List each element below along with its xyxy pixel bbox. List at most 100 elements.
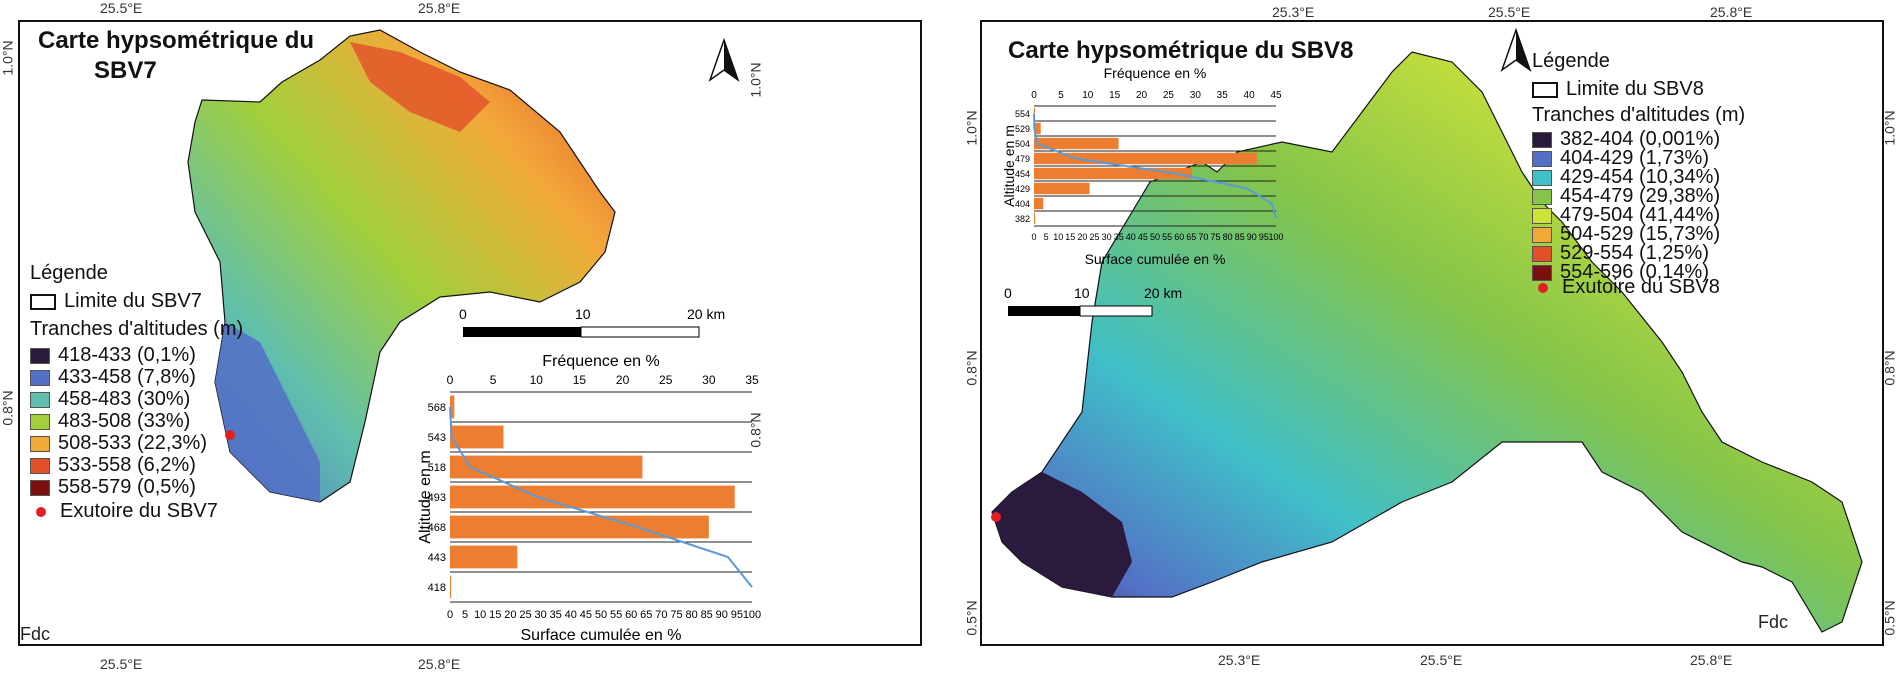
sbv7-outlet-marker — [225, 430, 235, 440]
frequency-bar — [1034, 152, 1257, 165]
bottom-tick-label: 60 — [625, 609, 637, 621]
map-title-line1: Carte hypsométrique du — [38, 27, 315, 54]
legend-class-label: 533-558 (6,2%) — [58, 454, 196, 476]
frequency-bar — [450, 545, 518, 569]
bottom-tick-label: 80 — [1223, 232, 1233, 242]
fdc-label: Fdc — [1758, 612, 1789, 632]
category-label: 568 — [428, 402, 446, 414]
legend-class-label: 433-458 (7,8%) — [58, 366, 196, 388]
bottom-tick-label: 20 — [504, 609, 516, 621]
top-tick-label: 45 — [1270, 90, 1282, 101]
map-title-line2: SBV7 — [94, 57, 157, 84]
coord-left-bottom: 0.8°N — [0, 390, 16, 426]
legend-class-label: 554-596 (0,14%) — [1560, 261, 1709, 283]
north-arrow-icon — [708, 37, 740, 82]
category-label: 543 — [428, 432, 446, 444]
legend-class-label: 504-529 (15,73%) — [1560, 223, 1721, 245]
legend-swatch — [1532, 226, 1552, 243]
legend-class-label: 508-533 (22,3%) — [58, 432, 207, 454]
bottom-tick-label: 40 — [1126, 232, 1136, 242]
legend-swatch — [1532, 150, 1552, 167]
bottom-tick-label: 40 — [565, 609, 577, 621]
bottom-tick-label: 65 — [1186, 232, 1196, 242]
legend-class-item: 382-404 (0,001%) — [1532, 128, 1720, 151]
map-panel-sbv8: 0 10 20 km Fréquence en % Surface cumulée… — [980, 20, 1884, 646]
bottom-tick-label: 30 — [534, 609, 546, 621]
legend-swatch — [1532, 131, 1552, 148]
sbv8-outlet-marker — [991, 512, 1001, 522]
top-tick-label: 40 — [1244, 90, 1256, 101]
legend-swatch — [30, 391, 50, 408]
legend-swatch — [30, 479, 50, 496]
bottom-tick-label: 5 — [1044, 232, 1049, 242]
cumulative-surface-line — [1033, 113, 1277, 219]
chart-xlabel: Surface cumulée en % — [521, 627, 682, 644]
frequency-bar — [1034, 182, 1090, 195]
bottom-tick-label: 50 — [595, 609, 607, 621]
bottom-tick-label: 50 — [1150, 232, 1160, 242]
coord-left-top: 1.0°N — [963, 110, 980, 146]
bottom-tick-label: 25 — [519, 609, 531, 621]
coord-bottom-right: 25.8°E — [418, 656, 461, 672]
bottom-tick-label: 70 — [655, 609, 667, 621]
category-label: 554 — [1015, 109, 1030, 119]
bottom-tick-label: 75 — [670, 609, 682, 621]
legend-boundary: Limite du SBV7 — [30, 290, 202, 313]
bottom-tick-label: 5 — [462, 609, 468, 621]
sbv8-low-zone — [992, 472, 1132, 597]
legend-swatch — [30, 347, 50, 364]
frequency-bar — [450, 485, 735, 509]
frequency-bar — [1034, 167, 1192, 180]
category-label: 418 — [428, 582, 446, 594]
legend-class-label: 483-508 (33%) — [58, 410, 191, 432]
bottom-tick-label: 0 — [447, 609, 453, 621]
top-tick-label: 0 — [1031, 90, 1037, 101]
legend-class-item: 454-479 (29,38%) — [1532, 185, 1720, 208]
scale-end: 20 km — [1144, 285, 1182, 301]
bottom-tick-label: 90 — [716, 609, 728, 621]
legend-boundary-label: Limite du SBV7 — [64, 290, 202, 312]
scale-zero: 0 — [459, 306, 467, 322]
legend-outlet-label: Exutoire du SBV8 — [1562, 276, 1720, 298]
legend-boundary-label: Limite du SBV8 — [1566, 78, 1704, 100]
fdc-label: Fdc — [20, 624, 51, 644]
legend-class-item: 554-596 (0,14%) — [1532, 261, 1709, 284]
category-label: 479 — [1015, 154, 1030, 164]
legend-class-item: 533-558 (6,2%) — [30, 454, 196, 477]
legend-class-label: 404-429 (1,73%) — [1560, 147, 1709, 169]
legend-class-item: 479-504 (41,44%) — [1532, 204, 1720, 227]
legend-swatch — [30, 457, 50, 474]
top-tick-label: 15 — [1109, 90, 1121, 101]
scale-bar: 0 10 20 km — [459, 306, 725, 338]
chart-ylabel: Altitude en m — [1001, 125, 1017, 207]
legend-class-item: 483-508 (33%) — [30, 410, 190, 433]
legend-swatch — [30, 369, 50, 386]
legend-class-label: 382-404 (0,001%) — [1560, 128, 1721, 150]
category-label: 518 — [428, 462, 446, 474]
bottom-tick-label: 10 — [1053, 232, 1063, 242]
chart-title: Fréquence en % — [1104, 65, 1207, 81]
coord-left-bottom: 0.5°N — [963, 600, 980, 636]
legend-title: Légende — [30, 262, 108, 284]
category-label: 404 — [1015, 199, 1030, 209]
category-label: 382 — [1015, 214, 1030, 224]
sbv7-low-zone — [215, 322, 320, 502]
top-tick-label: 35 — [1217, 90, 1229, 101]
bottom-tick-label: 100 — [1268, 232, 1283, 242]
bottom-tick-label: 20 — [1077, 232, 1087, 242]
bottom-tick-label: 35 — [550, 609, 562, 621]
bottom-tick-label: 90 — [1247, 232, 1257, 242]
boundary-swatch — [30, 293, 56, 310]
category-label: 529 — [1015, 124, 1030, 134]
chart-title: Fréquence en % — [542, 353, 659, 370]
legend-swatch — [30, 413, 50, 430]
frequency-bar — [450, 515, 709, 539]
legend-boundary: Limite du SBV8 — [1532, 78, 1704, 101]
coord-top-3: 25.8°E — [1710, 4, 1753, 20]
category-label: 443 — [428, 552, 446, 564]
frequency-bar — [1034, 137, 1119, 150]
category-label: 468 — [428, 522, 446, 534]
bottom-tick-label: 55 — [610, 609, 622, 621]
map-sbv8: 0 10 20 km Fréquence en % Surface cumulée… — [991, 27, 1863, 633]
frequency-bar — [450, 425, 504, 449]
